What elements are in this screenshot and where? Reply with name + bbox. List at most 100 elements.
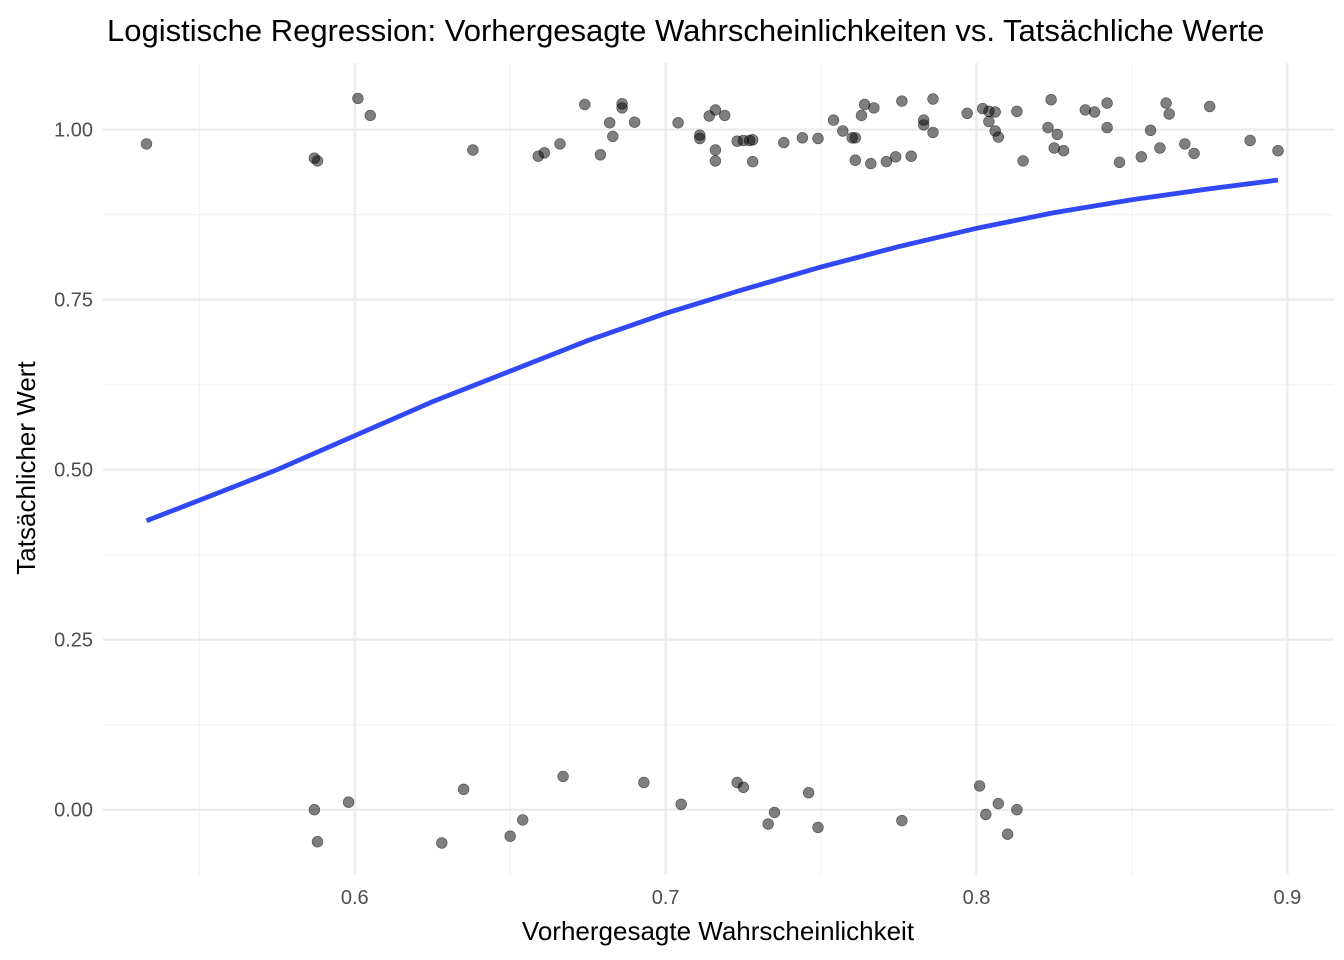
- chart-title: Logistische Regression: Vorhergesagte Wa…: [107, 13, 1264, 48]
- y-tick-label: 0.00: [54, 800, 93, 822]
- data-point: [1144, 124, 1157, 137]
- data-point: [855, 109, 868, 122]
- data-point: [1135, 151, 1148, 163]
- data-point: [579, 98, 591, 111]
- data-point: [896, 814, 908, 827]
- data-point: [1088, 106, 1101, 118]
- data-point: [1163, 108, 1175, 120]
- data-point: [973, 780, 986, 792]
- x-axis-title: Vorhergesagte Wahrscheinlichkeit: [522, 916, 915, 946]
- data-point: [1179, 138, 1191, 150]
- data-point: [1011, 105, 1023, 118]
- data-point: [1057, 145, 1070, 157]
- logistic-fit-curve: [145, 177, 1279, 523]
- data-point: [672, 117, 684, 129]
- data-point: [837, 125, 849, 137]
- data-point: [467, 144, 479, 156]
- data-point: [992, 797, 1004, 810]
- data-point: [675, 798, 687, 810]
- data-point: [980, 808, 992, 821]
- data-point: [961, 107, 973, 120]
- data-point: [983, 115, 995, 128]
- data-point: [709, 104, 722, 116]
- data-point: [308, 803, 321, 816]
- data-point: [927, 93, 939, 105]
- x-tick-label: 0.6: [341, 887, 369, 909]
- y-tick-label: 0.75: [54, 290, 93, 312]
- data-point: [1011, 803, 1023, 816]
- y-axis-title: Tatsächlicher Wert: [11, 361, 41, 575]
- data-point: [718, 109, 731, 122]
- data-point: [1051, 128, 1064, 141]
- data-point: [1188, 147, 1200, 160]
- data-point: [516, 814, 529, 826]
- x-tick-label: 0.8: [963, 887, 991, 909]
- data-point: [768, 806, 781, 819]
- data-point: [436, 837, 448, 849]
- data-point: [927, 126, 939, 139]
- data-point: [796, 132, 809, 144]
- points-layer: [140, 92, 1284, 849]
- data-point: [616, 102, 628, 114]
- data-point: [868, 102, 880, 114]
- data-point: [1001, 828, 1014, 840]
- data-point: [504, 830, 516, 842]
- data-point: [352, 92, 364, 105]
- data-point: [802, 786, 815, 799]
- data-point: [594, 149, 607, 161]
- data-point: [709, 144, 722, 156]
- data-point: [746, 134, 759, 146]
- x-tick-label: 0.9: [1273, 887, 1301, 909]
- x-tick-label: 0.7: [652, 887, 680, 909]
- data-point: [1160, 97, 1172, 109]
- data-point: [865, 157, 877, 170]
- y-tick-label: 0.50: [54, 460, 93, 482]
- data-point: [917, 119, 930, 131]
- data-point: [989, 106, 1001, 118]
- fit-curve-layer: [145, 177, 1279, 523]
- data-point: [905, 150, 917, 162]
- data-point: [812, 821, 824, 834]
- data-point: [557, 770, 569, 783]
- data-point: [694, 132, 706, 145]
- data-point: [311, 835, 324, 848]
- data-point: [638, 776, 650, 789]
- data-point: [342, 796, 355, 808]
- data-point: [1101, 97, 1113, 109]
- data-point: [140, 138, 153, 150]
- y-tick-labels: 0.00 0.25 0.50 0.75 1.00: [54, 120, 93, 822]
- data-point: [1045, 93, 1057, 106]
- data-point: [849, 132, 861, 144]
- data-point: [737, 781, 750, 793]
- data-point: [849, 154, 861, 166]
- data-point: [896, 95, 908, 107]
- data-point: [1244, 134, 1256, 147]
- data-point: [311, 155, 324, 167]
- y-tick-label: 0.25: [54, 630, 93, 652]
- data-point: [1079, 104, 1092, 116]
- major-gridlines: [103, 63, 1334, 875]
- data-point: [628, 116, 641, 128]
- data-point: [778, 136, 790, 149]
- data-point: [746, 155, 759, 168]
- data-point: [880, 155, 893, 168]
- x-tick-labels: 0.6 0.7 0.8 0.9: [341, 887, 1301, 909]
- data-point: [1017, 155, 1029, 167]
- data-point: [554, 138, 566, 150]
- data-point: [607, 130, 619, 143]
- y-tick-label: 1.00: [54, 120, 93, 142]
- data-point: [1042, 121, 1054, 134]
- data-point: [1048, 142, 1060, 154]
- data-point: [1272, 145, 1284, 157]
- data-point: [603, 117, 616, 129]
- data-point: [812, 132, 824, 145]
- data-point: [538, 147, 551, 159]
- data-point: [992, 131, 1004, 143]
- data-point: [1154, 142, 1166, 154]
- data-point: [1101, 121, 1113, 134]
- data-point: [457, 783, 470, 795]
- data-point: [1113, 156, 1126, 169]
- data-point: [762, 818, 774, 830]
- data-point: [827, 114, 840, 126]
